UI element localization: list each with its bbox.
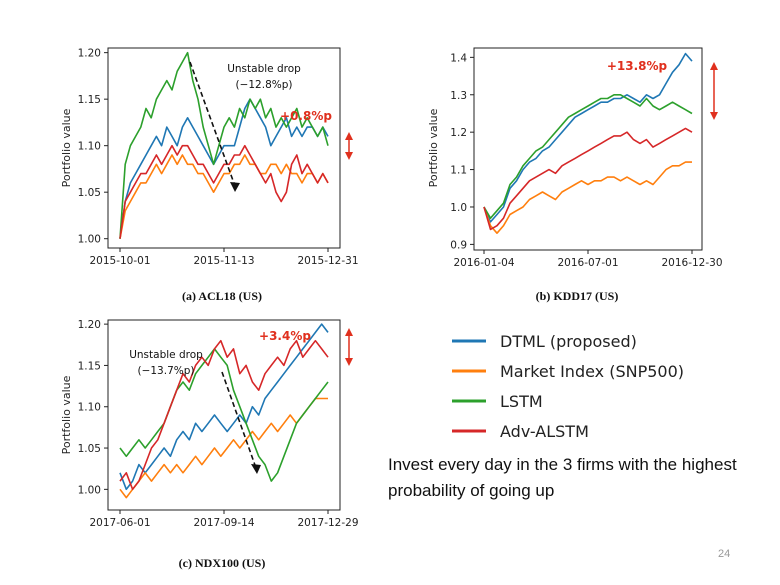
panel-caption: (a) ACL18 (US) (182, 289, 262, 303)
annotation-line-1: Unstable drop (129, 349, 203, 361)
annotation-arrow (221, 371, 257, 469)
y-tick-label: 1.2 (450, 127, 467, 139)
series-line-lstm (119, 51, 329, 239)
y-tick-label: 1.20 (78, 48, 101, 60)
y-tick-label: 1.1 (450, 165, 467, 177)
y-tick-label: 1.3 (450, 90, 467, 102)
series-line-lstm (119, 348, 329, 482)
gain-range-arrow (710, 62, 718, 120)
plot-frame (107, 47, 341, 249)
chart-panel-acl18: 1.00 1.05 1.10 1.15 1.20 2015-10-01 2015-11-13… (60, 47, 359, 303)
x-tick-label: 2016-01-04 (453, 257, 514, 269)
y-tick-label: 0.9 (450, 239, 467, 251)
x-tick-label: 2016-07-01 (557, 257, 618, 269)
page-number: 24 (718, 548, 731, 560)
x-tick-label: 2015-10-01 (89, 255, 150, 267)
series-line-dtml (119, 323, 329, 491)
y-axis-label: Portfolio value (60, 375, 73, 454)
y-tick-label: 1.00 (78, 484, 101, 496)
gain-label: +13.8%p (607, 59, 668, 73)
x-tick-label: 2017-06-01 (89, 517, 150, 529)
y-axis-label: Portfolio value (60, 108, 73, 187)
strategy-note: Invest every day in the 3 firms with the… (388, 455, 737, 500)
annotation-arrowhead (251, 464, 261, 474)
y-tick-label: 1.10 (78, 141, 101, 153)
annotation-line-2: (−12.8%p) (235, 79, 292, 91)
gain-label: +3.4%p (259, 329, 311, 343)
annotation-arrow (189, 61, 236, 187)
legend-label-lstm: LSTM (500, 392, 543, 411)
legend: DTML (proposed) Market Index (SNP500) LSTM… (452, 332, 684, 441)
series-line-advalstm (119, 144, 329, 239)
y-tick-label: 1.0 (450, 202, 467, 214)
plot-frame (473, 47, 703, 251)
gain-label: +0.8%p (280, 109, 332, 123)
series-line-advalstm (483, 127, 693, 231)
y-tick-label: 1.15 (78, 360, 101, 372)
y-tick-label: 1.10 (78, 402, 101, 414)
chart-panel-ndx100: 1.00 1.05 1.10 1.15 1.20 2017-06-01 2017-09-14… (60, 319, 359, 570)
gain-range-arrow (345, 132, 353, 160)
gain-range-arrow (345, 328, 353, 366)
y-tick-label: 1.00 (78, 234, 101, 246)
y-tick-label: 1.05 (78, 187, 101, 199)
series-line-dtml (483, 52, 693, 223)
y-tick-label: 1.20 (78, 319, 101, 331)
series-line-market (119, 397, 328, 499)
series-line-dtml (119, 98, 329, 239)
legend-label-market: Market Index (SNP500) (500, 362, 684, 381)
y-axis-label: Portfolio value (427, 108, 440, 187)
x-tick-label: 2015-12-31 (297, 255, 358, 267)
x-tick-label: 2017-12-29 (297, 517, 358, 529)
series-line-lstm (483, 94, 693, 219)
series-line-advalstm (119, 339, 329, 491)
chart-panel-kdd17: 0.9 1.0 1.1 1.2 1.3 1.4 2016-01-04 2016-07-01 20… (427, 47, 723, 303)
panel-caption: (b) KDD17 (US) (536, 289, 619, 303)
y-tick-label: 1.05 (78, 443, 101, 455)
y-tick-label: 1.15 (78, 94, 101, 106)
legend-label-dtml: DTML (proposed) (500, 332, 637, 351)
legend-label-advalstm: Adv-ALSTM (500, 422, 589, 441)
x-tick-label: 2017-09-14 (193, 517, 254, 529)
x-tick-label: 2016-12-30 (661, 257, 722, 269)
annotation-line-2: (−13.7%p) (137, 365, 194, 377)
series-line-market (483, 161, 692, 234)
panel-caption: (c) NDX100 (US) (179, 556, 266, 570)
x-tick-label: 2015-11-13 (193, 255, 254, 267)
y-tick-label: 1.4 (450, 52, 467, 64)
annotation-arrowhead (230, 182, 240, 192)
annotation-line-1: Unstable drop (227, 63, 301, 75)
series-line-market (119, 154, 329, 239)
